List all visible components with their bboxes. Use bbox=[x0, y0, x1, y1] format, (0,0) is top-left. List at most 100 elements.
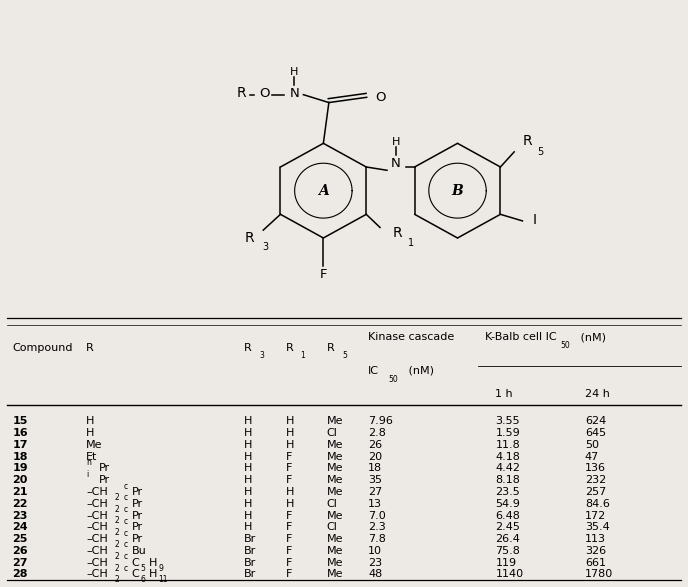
Text: 1: 1 bbox=[407, 238, 413, 248]
Text: 5: 5 bbox=[537, 147, 544, 157]
Text: 13: 13 bbox=[368, 499, 382, 509]
Text: 1: 1 bbox=[301, 351, 305, 360]
Text: O: O bbox=[259, 87, 270, 100]
Text: Br: Br bbox=[244, 534, 257, 544]
Text: Me: Me bbox=[327, 440, 343, 450]
Text: 2: 2 bbox=[114, 493, 119, 502]
Text: Me: Me bbox=[86, 440, 103, 450]
Text: 113: 113 bbox=[585, 534, 606, 544]
Text: n: n bbox=[86, 458, 91, 467]
Text: 15: 15 bbox=[12, 416, 28, 426]
Text: 23: 23 bbox=[12, 511, 28, 521]
Text: 1 h: 1 h bbox=[495, 389, 513, 399]
Text: H: H bbox=[86, 428, 94, 438]
Text: 16: 16 bbox=[12, 428, 28, 438]
Text: 2: 2 bbox=[114, 528, 119, 537]
Text: F: F bbox=[320, 268, 327, 281]
Text: 5: 5 bbox=[140, 564, 145, 572]
Text: F: F bbox=[286, 569, 292, 579]
Text: Pr: Pr bbox=[131, 522, 142, 532]
Text: H: H bbox=[244, 499, 252, 509]
Text: F: F bbox=[286, 511, 292, 521]
Text: H: H bbox=[86, 416, 94, 426]
Text: Me: Me bbox=[327, 452, 343, 462]
Text: 7.96: 7.96 bbox=[368, 416, 393, 426]
Text: F: F bbox=[286, 475, 292, 485]
Text: 21: 21 bbox=[12, 487, 28, 497]
Text: 18: 18 bbox=[368, 464, 383, 474]
Text: IC: IC bbox=[368, 366, 379, 376]
Text: 7.8: 7.8 bbox=[368, 534, 386, 544]
Text: 2: 2 bbox=[114, 540, 119, 549]
Text: 24 h: 24 h bbox=[585, 389, 610, 399]
Text: B: B bbox=[451, 184, 464, 198]
Text: 18: 18 bbox=[12, 452, 28, 462]
Text: H: H bbox=[391, 137, 400, 147]
Text: 1.59: 1.59 bbox=[495, 428, 520, 438]
Text: 24: 24 bbox=[12, 522, 28, 532]
Text: F: F bbox=[286, 534, 292, 544]
Text: 661: 661 bbox=[585, 558, 606, 568]
Text: 11.8: 11.8 bbox=[495, 440, 520, 450]
Text: 2: 2 bbox=[114, 517, 119, 525]
Text: 27: 27 bbox=[368, 487, 383, 497]
Text: Me: Me bbox=[327, 464, 343, 474]
Text: R: R bbox=[522, 134, 532, 149]
Text: 25: 25 bbox=[12, 534, 28, 544]
Text: c: c bbox=[123, 517, 127, 526]
Text: –CH: –CH bbox=[86, 546, 108, 556]
Text: Pr: Pr bbox=[131, 499, 142, 509]
Text: 19: 19 bbox=[12, 464, 28, 474]
Text: Me: Me bbox=[327, 487, 343, 497]
Text: –CH: –CH bbox=[86, 487, 108, 497]
Text: (nM): (nM) bbox=[405, 366, 433, 376]
Text: –CH: –CH bbox=[86, 534, 108, 544]
Text: 48: 48 bbox=[368, 569, 383, 579]
Text: H: H bbox=[290, 67, 299, 77]
Text: Cl: Cl bbox=[327, 428, 338, 438]
Text: K-Balb cell IC: K-Balb cell IC bbox=[485, 332, 557, 342]
Text: H: H bbox=[244, 416, 252, 426]
Text: I: I bbox=[533, 212, 537, 227]
Text: H: H bbox=[149, 569, 157, 579]
Text: 326: 326 bbox=[585, 546, 606, 556]
Text: –CH: –CH bbox=[86, 511, 108, 521]
Text: Cl: Cl bbox=[327, 499, 338, 509]
Text: 3: 3 bbox=[259, 351, 264, 360]
Text: Me: Me bbox=[327, 416, 343, 426]
Text: H: H bbox=[244, 452, 252, 462]
Text: 2.3: 2.3 bbox=[368, 522, 386, 532]
Text: Br: Br bbox=[244, 546, 257, 556]
Text: 136: 136 bbox=[585, 464, 606, 474]
Text: 23.5: 23.5 bbox=[495, 487, 520, 497]
Text: i: i bbox=[86, 470, 88, 479]
Text: R: R bbox=[286, 343, 293, 353]
Text: 645: 645 bbox=[585, 428, 606, 438]
Text: R: R bbox=[392, 226, 402, 239]
Text: Pr: Pr bbox=[98, 464, 109, 474]
Text: 50: 50 bbox=[561, 341, 570, 350]
Text: R: R bbox=[86, 343, 94, 353]
Text: H: H bbox=[244, 428, 252, 438]
Text: 6.48: 6.48 bbox=[495, 511, 520, 521]
Text: Pr: Pr bbox=[131, 487, 142, 497]
Text: 2: 2 bbox=[114, 575, 119, 584]
Text: 624: 624 bbox=[585, 416, 606, 426]
Text: 2: 2 bbox=[114, 505, 119, 514]
Text: Et: Et bbox=[86, 452, 98, 462]
Text: 3.55: 3.55 bbox=[495, 416, 520, 426]
Text: Pr: Pr bbox=[131, 511, 142, 521]
Text: 27: 27 bbox=[12, 558, 28, 568]
Text: N: N bbox=[391, 157, 401, 170]
Text: O: O bbox=[375, 91, 385, 104]
Text: R: R bbox=[245, 231, 255, 245]
Text: 84.6: 84.6 bbox=[585, 499, 610, 509]
Text: 23: 23 bbox=[368, 558, 383, 568]
Text: (nM): (nM) bbox=[577, 332, 605, 342]
Text: Me: Me bbox=[327, 569, 343, 579]
Text: 26: 26 bbox=[368, 440, 383, 450]
Text: F: F bbox=[286, 452, 292, 462]
Text: 119: 119 bbox=[495, 558, 517, 568]
Text: Me: Me bbox=[327, 511, 343, 521]
Text: H: H bbox=[149, 558, 157, 568]
